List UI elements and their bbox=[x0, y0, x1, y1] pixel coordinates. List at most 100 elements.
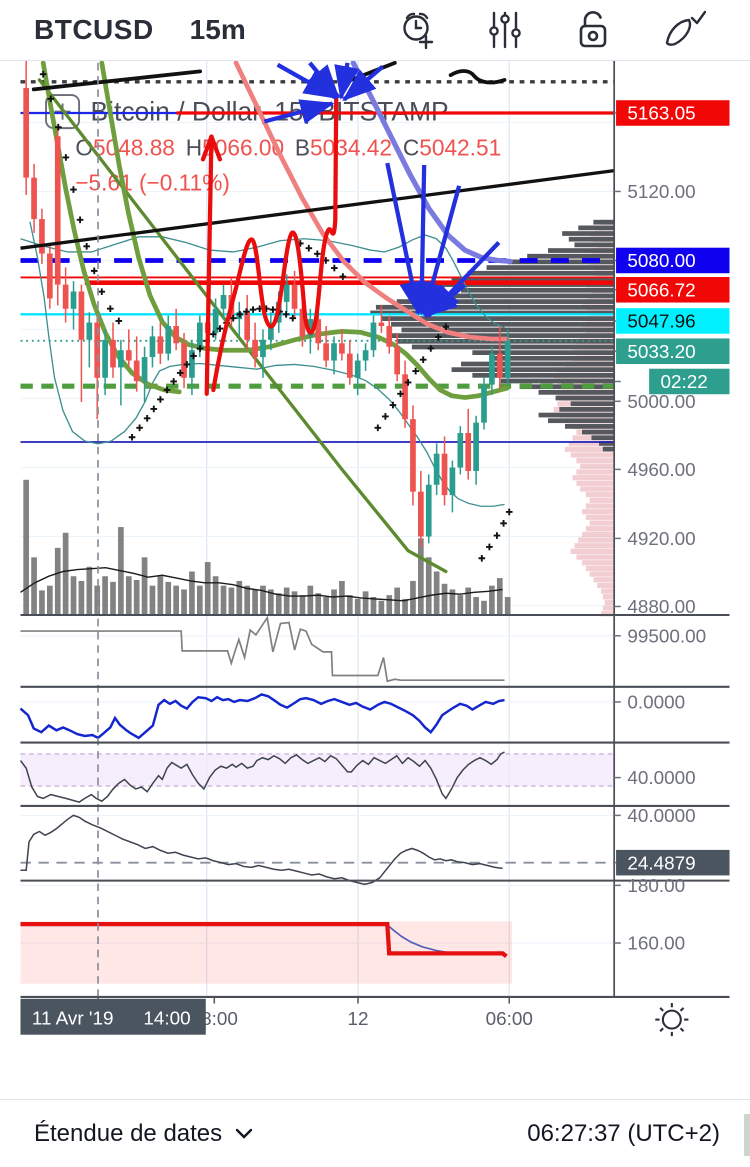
candle-body bbox=[86, 322, 93, 340]
axis-tick-label: 4960.00 bbox=[627, 460, 695, 481]
candle-body bbox=[54, 136, 61, 285]
candle-body bbox=[465, 432, 472, 471]
candle-body bbox=[457, 432, 464, 468]
candle-body bbox=[47, 253, 53, 299]
profile-row bbox=[565, 424, 615, 429]
indicators-sliders-icon[interactable] bbox=[486, 9, 524, 51]
arrow-drawing[interactable] bbox=[409, 164, 435, 316]
brush-check-icon[interactable] bbox=[662, 9, 706, 51]
candle-body bbox=[268, 322, 274, 340]
candle-body bbox=[23, 87, 29, 178]
candle-body bbox=[449, 467, 456, 496]
price-label-box bbox=[616, 247, 730, 274]
volume-bar bbox=[504, 597, 511, 615]
arrow-drawing[interactable] bbox=[307, 61, 340, 99]
profile-row-pink bbox=[589, 520, 615, 526]
trendline-drawing[interactable] bbox=[31, 69, 202, 92]
volume-bar bbox=[244, 585, 251, 615]
symbol-title[interactable]: BTCUSD bbox=[34, 14, 154, 45]
volume-bar bbox=[339, 580, 345, 615]
price-axis[interactable]: 5163.05 5120.00 5080.00 5066.72 5047.96 5033.… bbox=[614, 100, 730, 955]
arrow-drawing[interactable] bbox=[342, 65, 384, 102]
ma-salmon bbox=[233, 60, 510, 342]
candle-body bbox=[370, 322, 377, 351]
volume-bar bbox=[173, 585, 179, 615]
price-label-text: 5163.05 bbox=[627, 104, 695, 125]
brush-drawing[interactable] bbox=[211, 91, 339, 393]
price-label-text: 24.4879 bbox=[627, 853, 695, 874]
candle-body bbox=[189, 350, 195, 378]
profile-row bbox=[472, 372, 615, 378]
alarm-add-icon[interactable] bbox=[396, 9, 438, 51]
profile-row bbox=[461, 361, 615, 367]
date-range-button[interactable]: Étendue de dates bbox=[34, 1120, 254, 1148]
profile-row bbox=[599, 441, 615, 446]
ma-green-slow bbox=[99, 60, 510, 400]
axis-tick-label: 160.00 bbox=[627, 934, 685, 955]
profile-row-pink bbox=[576, 469, 615, 475]
rising-trendline[interactable] bbox=[20, 169, 615, 250]
volume-bar bbox=[473, 597, 479, 615]
user-drawings[interactable] bbox=[20, 61, 615, 396]
price-label-box bbox=[616, 277, 730, 303]
axis-tick-label: 5120.00 bbox=[627, 182, 695, 203]
volume-bar bbox=[110, 581, 116, 615]
profile-row-pink bbox=[576, 458, 615, 464]
volume-bar bbox=[86, 566, 93, 615]
sun-icon[interactable] bbox=[661, 1009, 682, 1030]
sun-ray bbox=[659, 1027, 664, 1033]
lock-open-icon[interactable] bbox=[572, 9, 614, 51]
candle-body bbox=[496, 353, 503, 378]
interval-selector[interactable]: 15m bbox=[189, 14, 246, 45]
trendline-drawing[interactable] bbox=[448, 69, 507, 85]
chevron-down-icon bbox=[235, 1128, 253, 1139]
profile-row-pink bbox=[576, 554, 615, 560]
chart-area[interactable]: Bitcoin / Dollar, 15, BITSTAMP O5048.88 H… bbox=[0, 60, 750, 1099]
profile-row-pink bbox=[565, 446, 615, 452]
candle-body bbox=[165, 326, 172, 354]
profile-row bbox=[548, 248, 615, 253]
brush-drawing[interactable] bbox=[209, 134, 223, 162]
volume-bar bbox=[23, 479, 29, 615]
candle-body bbox=[252, 339, 258, 358]
profile-row-pink bbox=[568, 441, 615, 447]
volume-bar bbox=[39, 590, 45, 615]
price-label-box bbox=[616, 849, 730, 876]
candle-body bbox=[394, 346, 401, 375]
volume-bar bbox=[307, 585, 314, 615]
axis-tick-label: 40.0000 bbox=[627, 768, 695, 789]
profile-row bbox=[555, 395, 615, 401]
volume-bar bbox=[70, 576, 77, 615]
legend-change: −5.61 (−0.11%) bbox=[75, 170, 230, 196]
volume-bar bbox=[102, 576, 108, 615]
brush-drawing[interactable] bbox=[200, 134, 214, 162]
volume-bar bbox=[252, 589, 258, 615]
profile-row-pink bbox=[585, 503, 615, 509]
candle-body bbox=[323, 343, 329, 361]
arrow-drawing[interactable] bbox=[263, 99, 335, 125]
volume-bar bbox=[354, 598, 361, 615]
candle-body bbox=[133, 360, 140, 382]
candle-body bbox=[473, 422, 479, 471]
pane-borders bbox=[20, 61, 730, 998]
profile-row bbox=[500, 378, 615, 384]
brush-drawing[interactable] bbox=[204, 134, 214, 396]
profile-row-pink bbox=[580, 486, 615, 492]
profile-row bbox=[548, 418, 615, 424]
tooltip-box bbox=[20, 998, 206, 1035]
arrow-drawing[interactable] bbox=[423, 283, 467, 318]
profile-row-pink bbox=[585, 565, 615, 572]
profile-row bbox=[370, 310, 615, 316]
volume-bar bbox=[378, 600, 385, 615]
candle-body bbox=[386, 326, 393, 347]
volume-bar bbox=[362, 591, 369, 615]
profile-row bbox=[568, 236, 615, 242]
brightness-icon[interactable] bbox=[655, 1003, 689, 1037]
volume-bar bbox=[496, 578, 503, 615]
profile-row bbox=[467, 270, 615, 276]
server-clock[interactable]: 06:27:37 (UTC+2) bbox=[527, 1119, 720, 1147]
legend-expand-icon[interactable] bbox=[45, 94, 81, 130]
volume-bar bbox=[181, 589, 187, 615]
volume-bar bbox=[260, 585, 266, 615]
